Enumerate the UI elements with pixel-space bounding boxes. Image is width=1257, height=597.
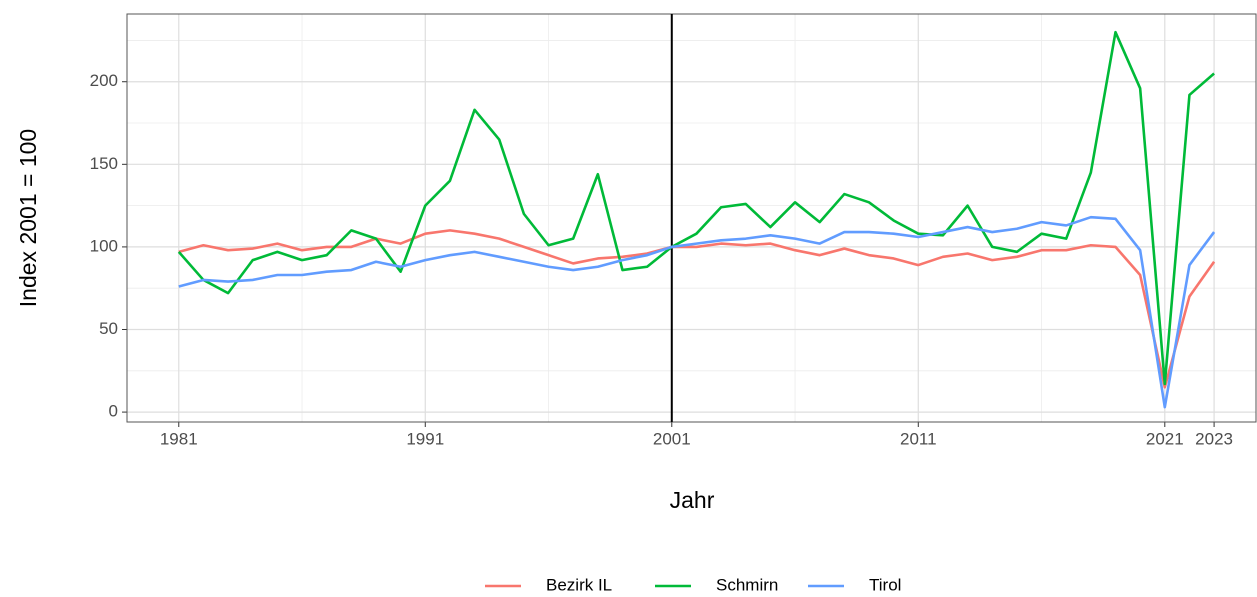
x-axis-label: Jahr xyxy=(670,487,715,513)
x-tick-label: 2023 xyxy=(1195,429,1233,448)
y-tick-label: 200 xyxy=(90,71,118,90)
x-tick-label: 1991 xyxy=(406,429,444,448)
x-tick-label: 2011 xyxy=(900,429,937,448)
series-line xyxy=(177,30,1215,386)
y-tick-label: 100 xyxy=(90,236,118,255)
y-axis-label: Index 2001 = 100 xyxy=(15,129,41,307)
y-tick-label: 50 xyxy=(99,319,118,338)
y-tick-label: 150 xyxy=(90,154,118,173)
series-line xyxy=(178,229,1216,389)
x-tick-label: 2001 xyxy=(653,429,691,448)
x-tick-label: 2021 xyxy=(1146,429,1184,448)
legend-label: Schmirn xyxy=(716,575,778,594)
x-tick-label: 1981 xyxy=(160,429,198,448)
legend-label: Bezirk IL xyxy=(546,575,612,594)
legend-label: Tirol xyxy=(869,575,901,594)
series-line xyxy=(178,215,1216,409)
y-tick-label: 0 xyxy=(109,402,118,421)
panel-border xyxy=(126,13,1257,423)
